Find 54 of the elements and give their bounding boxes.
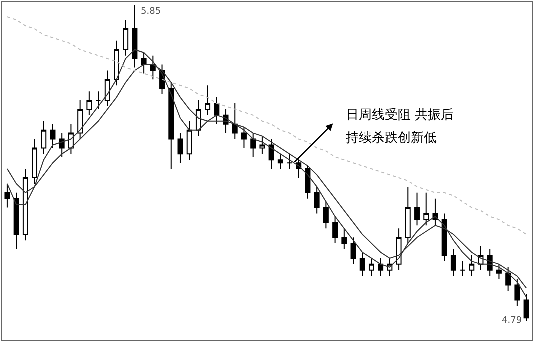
candlestick: [86, 91, 92, 116]
candlestick: [378, 258, 384, 277]
candlestick: [141, 52, 147, 74]
candlestick: [14, 192, 20, 250]
candlestick: [186, 120, 192, 161]
candlestick: [123, 20, 129, 56]
candlestick: [214, 97, 220, 125]
annotation: 4.79: [502, 316, 522, 326]
candlestick: [314, 186, 320, 214]
candlestick: [242, 126, 247, 149]
candlestick: [424, 192, 430, 226]
candlestick: [405, 186, 411, 244]
candlestick: [432, 198, 438, 226]
candlestick: [78, 100, 84, 140]
candlestick: [132, 4, 138, 68]
candlestick: [350, 237, 356, 265]
candlestick: [4, 183, 10, 208]
annotation: 日周线受阻 共振后: [346, 108, 454, 123]
candlestick: [450, 249, 456, 277]
candlestick: [332, 216, 338, 244]
candlestick: [50, 124, 56, 149]
candlestick: [396, 228, 402, 271]
candlestick: [506, 266, 512, 292]
candlestick: [114, 40, 120, 86]
candlestick: [514, 278, 520, 307]
candlestick: [524, 294, 530, 322]
candlestick: [41, 120, 47, 155]
candlestick: [96, 91, 102, 110]
candlestick: [414, 192, 420, 226]
candlestick: [22, 168, 28, 242]
candlestick: [260, 136, 266, 155]
candlestick: [287, 154, 292, 170]
candlestick: [59, 132, 65, 158]
candlestick: [250, 132, 256, 158]
candlestick: [178, 132, 184, 164]
candlestick: [460, 260, 466, 277]
candlestick: [150, 55, 156, 80]
candlestick: [442, 213, 448, 262]
candlestick: [232, 103, 238, 140]
annotation: 持续杀跌创新低: [346, 131, 437, 146]
candlestick: [469, 254, 475, 277]
annotation: 5.85: [141, 7, 162, 17]
candlestick: [323, 201, 329, 230]
candlestick: [360, 252, 366, 277]
candlestick: [32, 138, 38, 184]
candlestick: [342, 228, 348, 250]
candlestick: [205, 85, 211, 116]
candlestick: [196, 100, 202, 137]
candlestick: [268, 138, 274, 170]
candlestick: [278, 154, 284, 170]
candlestick: [168, 82, 174, 170]
candlestick: [104, 70, 110, 107]
candlestick: [496, 264, 502, 280]
candlestick: [368, 258, 374, 277]
